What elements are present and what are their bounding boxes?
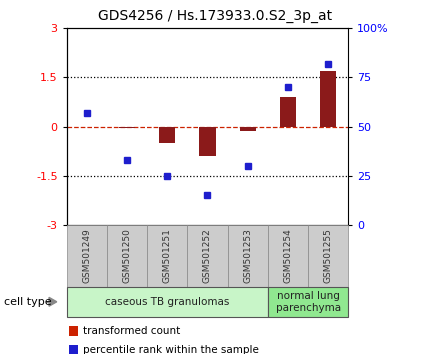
Text: cell type: cell type	[4, 297, 52, 307]
Bar	[280, 97, 296, 126]
Text: normal lung
parenchyma: normal lung parenchyma	[276, 291, 341, 313]
Bar	[320, 71, 336, 126]
Bar	[159, 126, 175, 143]
Text: caseous TB granulomas: caseous TB granulomas	[105, 297, 230, 307]
Text: percentile rank within the sample: percentile rank within the sample	[83, 346, 259, 354]
Text: GSM501251: GSM501251	[163, 228, 172, 283]
Text: transformed count: transformed count	[83, 326, 181, 336]
Bar	[200, 126, 215, 156]
Text: GSM501255: GSM501255	[324, 228, 333, 283]
Bar	[119, 126, 135, 128]
Text: GSM501253: GSM501253	[243, 228, 252, 283]
Text: GSM501250: GSM501250	[123, 228, 132, 283]
Bar	[240, 126, 256, 131]
Text: GSM501254: GSM501254	[283, 228, 292, 283]
Text: GSM501249: GSM501249	[82, 228, 91, 283]
Text: GDS4256 / Hs.173933.0.S2_3p_at: GDS4256 / Hs.173933.0.S2_3p_at	[98, 9, 332, 23]
Text: GSM501252: GSM501252	[203, 228, 212, 283]
